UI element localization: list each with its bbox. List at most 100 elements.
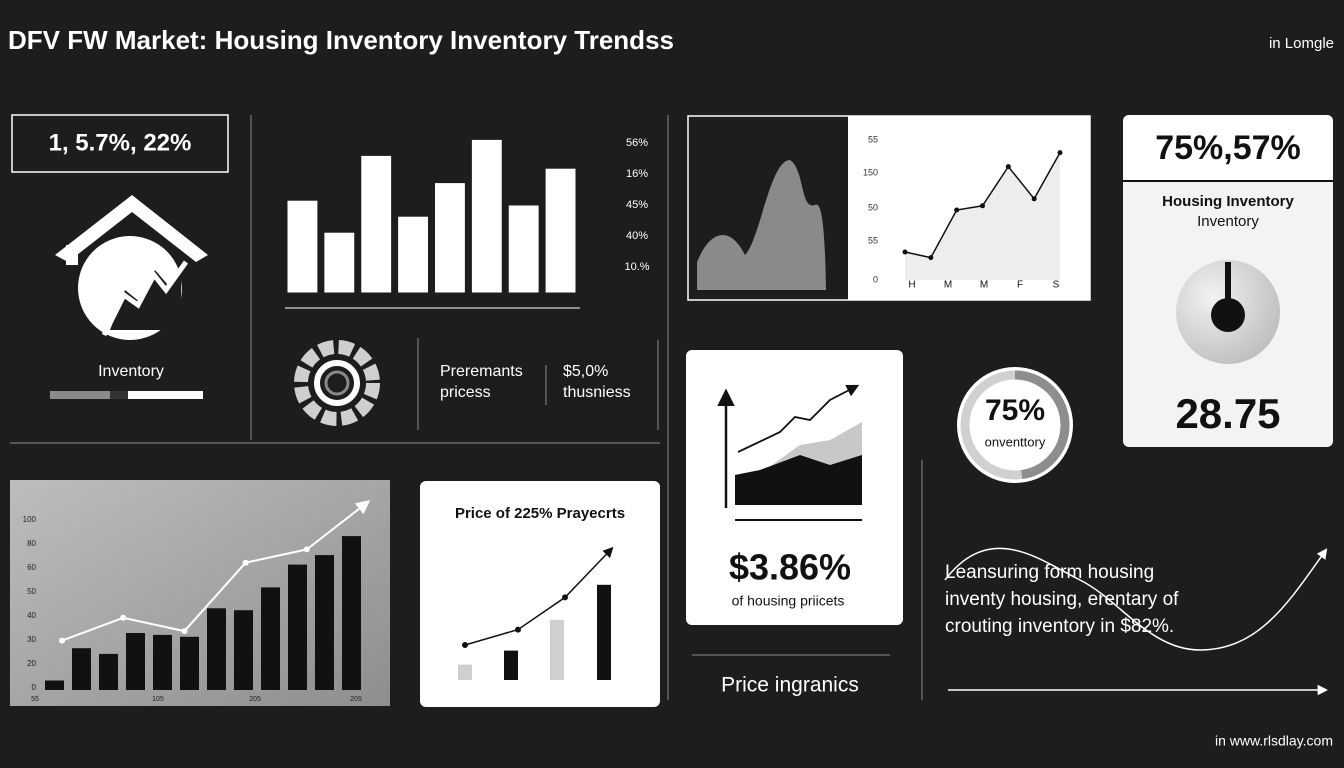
bar <box>99 653 118 690</box>
bar <box>207 608 226 690</box>
bar <box>288 564 307 690</box>
ring-arc <box>960 370 1070 480</box>
gauge-hub <box>1211 298 1245 332</box>
ring-value: 75% <box>985 394 1045 427</box>
data-line <box>61 500 371 642</box>
note-line: crouting inventory in $82%. <box>945 616 1174 637</box>
bar <box>153 634 172 690</box>
bar <box>550 619 564 680</box>
bar <box>434 182 466 294</box>
note-line: Leansuring form housing <box>945 562 1154 583</box>
data-point <box>181 628 188 635</box>
data-point <box>1031 196 1037 202</box>
house-icon <box>55 195 208 340</box>
y-label: 55 <box>868 134 878 144</box>
data-point <box>928 255 934 261</box>
summary-text: 1, 5.7%, 22% <box>49 129 192 156</box>
progress-segment <box>128 391 203 399</box>
y-label: 30 <box>27 635 36 644</box>
bar <box>597 584 611 680</box>
gauge-title: Housing Inventory <box>1162 193 1294 210</box>
x-label: H <box>908 280 915 291</box>
data-point <box>902 249 908 255</box>
side-label: 10.% <box>624 261 649 273</box>
bar <box>234 610 253 690</box>
data-point <box>980 203 985 209</box>
x-label: F <box>1017 280 1023 291</box>
x-label: M <box>944 280 952 291</box>
footer-label: Price ingranics <box>721 674 859 697</box>
data-point <box>954 207 960 213</box>
donut-icon <box>294 340 380 426</box>
bar <box>458 664 472 680</box>
y-label: 100 <box>23 515 37 524</box>
bar <box>261 587 280 690</box>
price-box-text: $5,0% <box>563 363 608 380</box>
gauge-value: 28.75 <box>1175 390 1280 437</box>
side-label: 56% <box>626 137 648 149</box>
price-card-title: Price of 225% Prayecrts <box>455 505 625 522</box>
data-point <box>515 626 521 633</box>
data-point <box>462 642 468 648</box>
data-point <box>1057 150 1063 156</box>
inventory-label: Inventory <box>98 363 164 380</box>
bar <box>126 633 145 690</box>
wave-line <box>944 547 1328 651</box>
corner-label: in Lomgle <box>1269 35 1334 52</box>
x-label: M <box>980 280 988 291</box>
price-box-text: pricess <box>440 384 491 401</box>
bar <box>286 199 319 294</box>
y-label: 0 <box>873 274 878 284</box>
data-point <box>120 614 127 621</box>
bar <box>45 680 64 690</box>
side-label: 16% <box>626 168 648 180</box>
bar <box>397 215 429 294</box>
y-label: 80 <box>27 539 36 548</box>
data-point <box>242 559 249 566</box>
data-point <box>303 546 310 553</box>
bar <box>315 555 334 690</box>
bar <box>504 650 518 680</box>
x-label: 205 <box>249 696 261 703</box>
bar <box>544 167 577 294</box>
summary-box <box>11 114 229 173</box>
y-label: 50 <box>27 587 36 596</box>
x-label: 205 <box>350 696 362 703</box>
price-box-text: Preremants <box>440 363 523 380</box>
bar <box>72 648 91 690</box>
line-area <box>905 152 1060 280</box>
area-dark <box>735 455 862 505</box>
y-label: 40 <box>27 611 36 620</box>
data-point <box>562 594 568 601</box>
area-light <box>735 422 862 480</box>
x-label: 55 <box>31 696 39 703</box>
mountain-area <box>697 160 826 290</box>
gauge-card-top <box>1123 115 1333 181</box>
bar <box>360 154 393 294</box>
y-label: 55 <box>868 235 878 245</box>
note-line: inventy housing, erentary of <box>945 589 1179 610</box>
ring-caption: onventtory <box>985 434 1046 449</box>
y-label: 60 <box>27 563 36 572</box>
bar <box>507 204 540 294</box>
trend-caption: of housing priicets <box>732 593 845 609</box>
bar <box>470 138 503 294</box>
y-label: 150 <box>863 167 878 177</box>
side-label: 40% <box>626 230 648 242</box>
side-label: 45% <box>626 199 648 211</box>
y-label: 20 <box>27 659 36 668</box>
footer: in www.rlsdlay.com <box>1215 733 1333 749</box>
x-label: 105 <box>152 696 164 703</box>
gauge-title: Inventory <box>1197 213 1259 230</box>
gauge-top: 75%,57% <box>1155 129 1301 167</box>
gauge-needle <box>1225 262 1231 314</box>
progress-segment <box>50 391 110 399</box>
data-point <box>1005 164 1011 170</box>
y-label: 0 <box>32 683 37 692</box>
bar <box>342 536 361 690</box>
data-point <box>59 637 65 644</box>
trend-line <box>737 384 860 453</box>
data-line <box>464 546 614 646</box>
